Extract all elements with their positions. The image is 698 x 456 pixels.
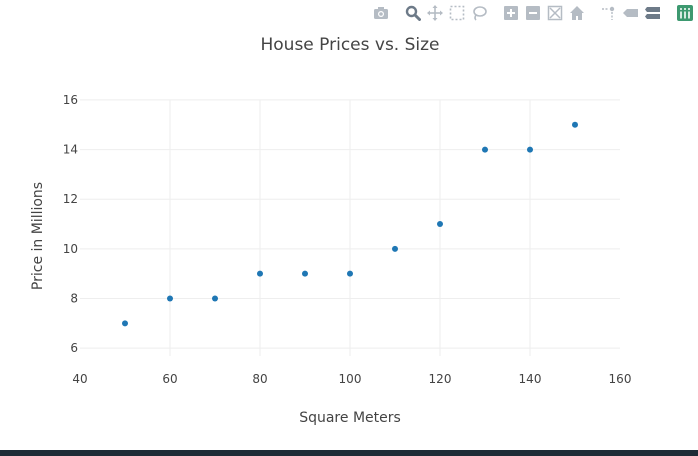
box-select-icon[interactable] bbox=[446, 2, 468, 24]
modebar bbox=[360, 2, 696, 24]
plotly-logo-icon[interactable] bbox=[674, 2, 696, 24]
y-axis-title: Price in Millions bbox=[30, 182, 46, 290]
x-tick-label: 160 bbox=[609, 372, 632, 386]
y-tick-label: 12 bbox=[63, 192, 78, 206]
hover-compare-icon[interactable] bbox=[642, 2, 664, 24]
modebar-group-drag bbox=[402, 2, 490, 24]
x-tick-label: 120 bbox=[429, 372, 452, 386]
y-tick-label: 16 bbox=[63, 93, 78, 107]
x-tick-label: 40 bbox=[72, 372, 87, 386]
y-tick-label: 10 bbox=[63, 242, 78, 256]
hover-closest-icon[interactable] bbox=[620, 2, 642, 24]
data-points[interactable] bbox=[122, 121, 578, 327]
scatter-point[interactable] bbox=[392, 245, 398, 252]
scatter-point[interactable] bbox=[212, 295, 218, 302]
home-icon[interactable] bbox=[566, 2, 588, 24]
x-tick-label: 80 bbox=[252, 372, 267, 386]
y-tick-label: 8 bbox=[70, 292, 78, 306]
x-tick-label: 100 bbox=[339, 372, 362, 386]
scatter-point[interactable] bbox=[347, 270, 353, 277]
scatter-point[interactable] bbox=[122, 320, 128, 327]
x-axis-title: Square Meters bbox=[299, 410, 401, 426]
zoom-out-icon[interactable] bbox=[522, 2, 544, 24]
modebar-group-zoom bbox=[500, 2, 588, 24]
y-tick-label: 6 bbox=[70, 341, 78, 355]
zoom-icon[interactable] bbox=[402, 2, 424, 24]
scatter-point[interactable] bbox=[437, 221, 443, 228]
y-tick-label: 14 bbox=[63, 143, 78, 157]
scatter-point[interactable] bbox=[302, 270, 308, 277]
scatter-point[interactable] bbox=[167, 295, 173, 302]
camera-icon[interactable] bbox=[370, 2, 392, 24]
scatter-point[interactable] bbox=[257, 270, 263, 277]
scatter-point[interactable] bbox=[527, 146, 533, 153]
modebar-group-export bbox=[370, 2, 392, 24]
lasso-icon[interactable] bbox=[468, 2, 490, 24]
modebar-group-hover bbox=[598, 2, 664, 24]
x-tick-label: 140 bbox=[519, 372, 542, 386]
spike-lines-icon[interactable] bbox=[598, 2, 620, 24]
pan-icon[interactable] bbox=[424, 2, 446, 24]
scatter-point[interactable] bbox=[572, 121, 578, 128]
modebar-group-logo bbox=[674, 2, 696, 24]
gridlines bbox=[80, 99, 620, 356]
bottom-status-bar bbox=[0, 450, 698, 456]
autoscale-icon[interactable] bbox=[544, 2, 566, 24]
tick-labels: 40 60 80 100 120 140 160 6 8 10 12 14 16 bbox=[63, 93, 632, 386]
chart-title: House Prices vs. Size bbox=[260, 35, 439, 55]
x-tick-label: 60 bbox=[162, 372, 177, 386]
zoom-in-icon[interactable] bbox=[500, 2, 522, 24]
scatter-point[interactable] bbox=[482, 146, 488, 153]
